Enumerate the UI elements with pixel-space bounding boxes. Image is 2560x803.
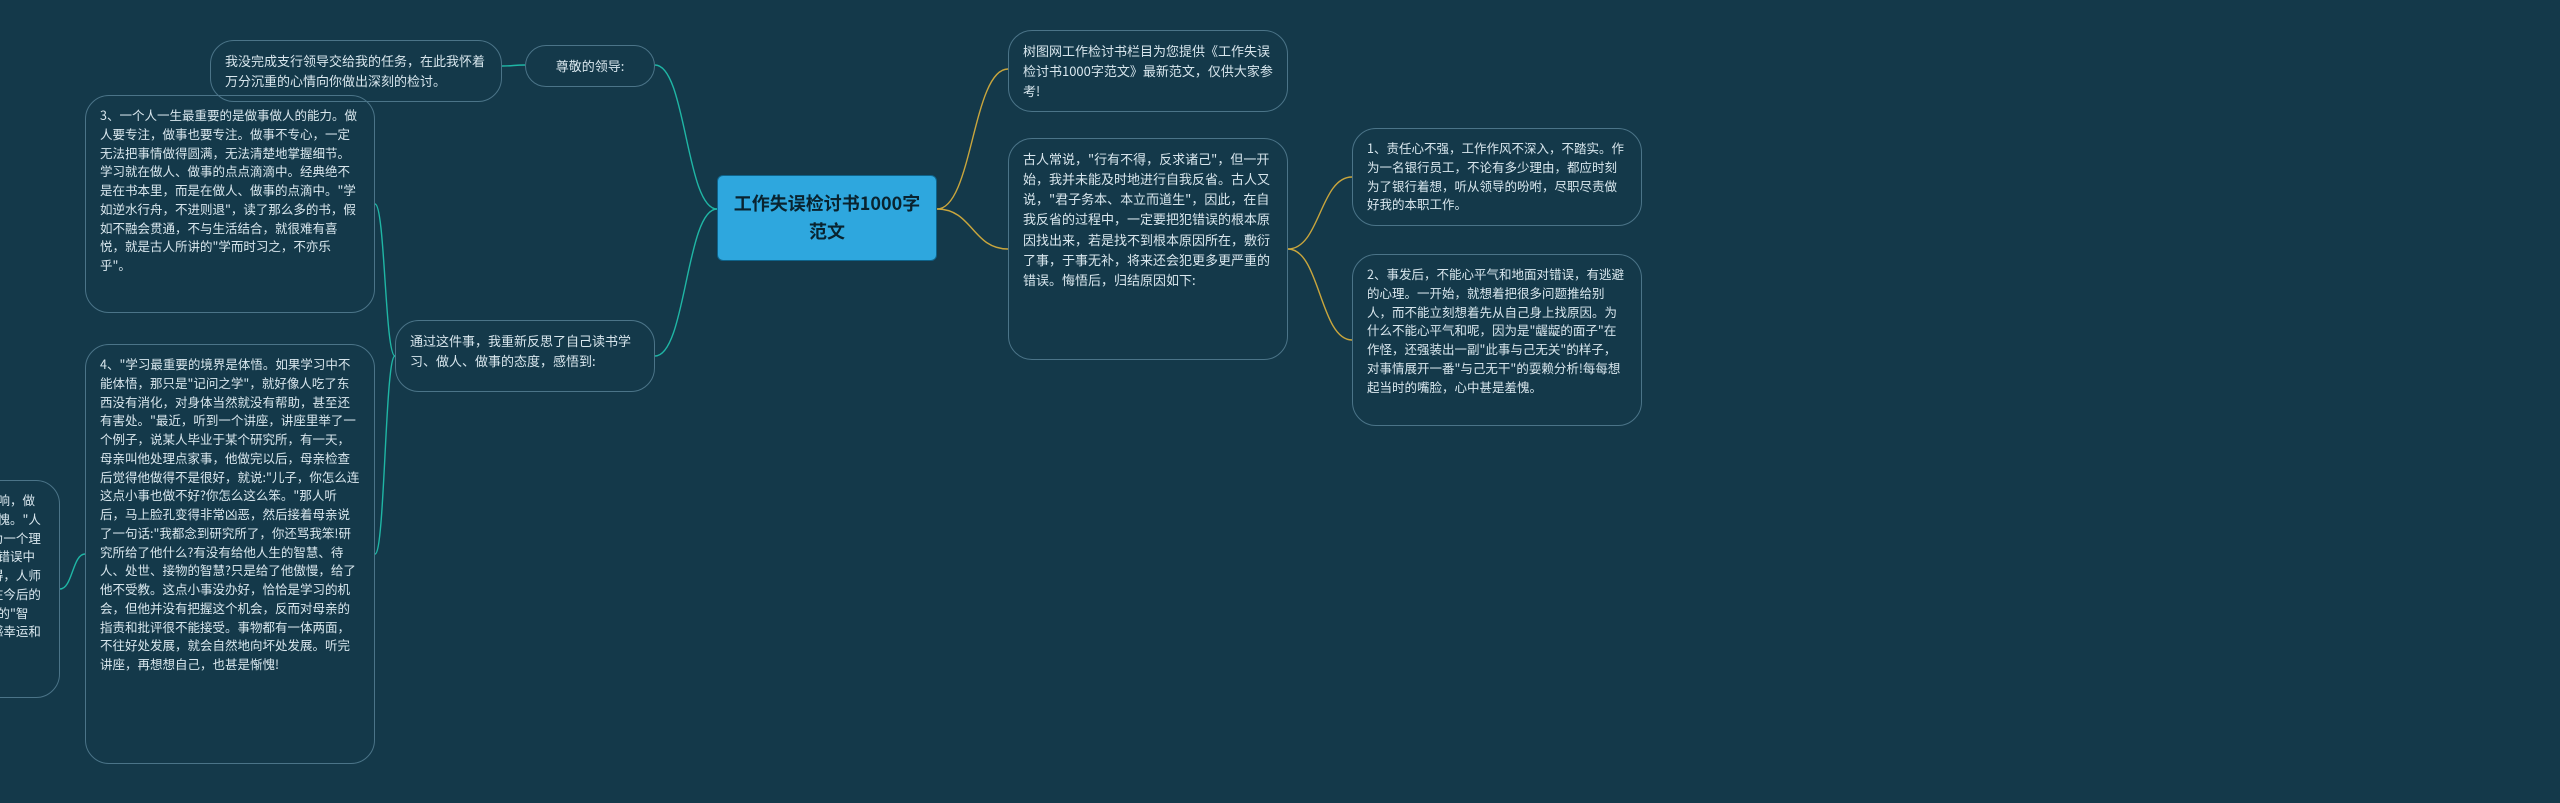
connector bbox=[937, 69, 1008, 209]
connector bbox=[375, 356, 395, 554]
node-lesson-3: 3、一个人一生最重要的是做事做人的能力。做人要专注，做事也要专注。做事不专心，一… bbox=[85, 95, 375, 313]
connector bbox=[375, 204, 395, 356]
node-lesson-4: 4、"学习最重要的境界是体悟。如果学习中不能体悟，那只是"记问之学"，就好像人吃… bbox=[85, 344, 375, 764]
node-lessons: 通过这件事，我重新反思了自己读书学习、做人、做事的态度，感悟到: bbox=[395, 320, 655, 392]
connector-layer bbox=[0, 0, 2560, 803]
connector bbox=[1288, 249, 1352, 340]
node-reason-1: 1、责任心不强，工作作风不深入，不踏实。作为一名银行员工，不论有多少理由，都应时… bbox=[1352, 128, 1642, 226]
mindmap-root: 工作失误检讨书1000字范文 bbox=[717, 175, 937, 261]
node-salutation: 尊敬的领导: bbox=[525, 45, 655, 87]
node-reason-2: 2、事发后，不能心平气和地面对错误，有逃避的心理。一开始，就想着把很多问题推给别… bbox=[1352, 254, 1642, 426]
connector bbox=[655, 65, 717, 209]
connector bbox=[60, 554, 85, 589]
node-apology: 我没完成支行领导交给我的任务，在此我怀着万分沉重的心情向你做出深刻的检讨。 bbox=[210, 40, 502, 102]
connector bbox=[655, 209, 717, 356]
node-intro: 树图网工作检讨书栏目为您提供《工作失误检讨书1000字范文》最新范文，仅供大家参… bbox=[1008, 30, 1288, 112]
node-reflection: 古人常说，"行有不得，反求诸己"，但一开始，我并未能及时地进行自我反省。古人又说… bbox=[1008, 138, 1288, 360]
node-conclusion: 总之，我的行为给单位带来了不好的影响，做出这样的行为，我的心情非常沉重和羞愧。"… bbox=[0, 480, 60, 698]
connector bbox=[937, 209, 1008, 249]
connector bbox=[502, 65, 525, 66]
connector bbox=[1288, 177, 1352, 249]
